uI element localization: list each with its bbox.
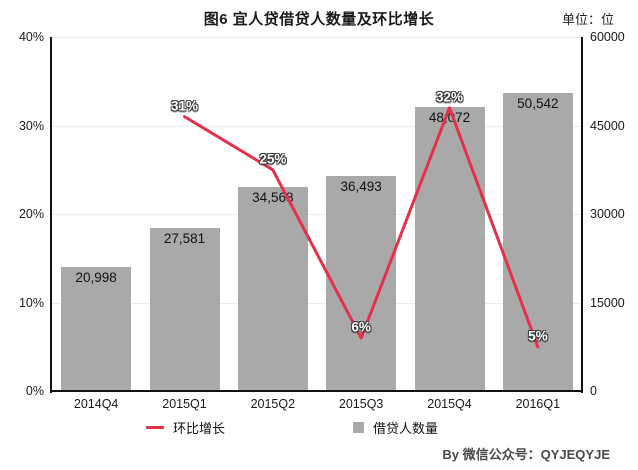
legend-item-growth: 环比增长	[146, 418, 225, 437]
bar: 34,568	[237, 187, 308, 391]
line-point-label: 6%	[351, 319, 371, 335]
y-axis-tick-label: 15000	[590, 295, 625, 310]
y-axis-left-line	[50, 37, 52, 393]
gridline	[52, 302, 582, 304]
y-axis-tick-label: 10%	[18, 295, 44, 310]
bar-value-label: 20,998	[75, 270, 117, 286]
bar-series-marker-icon	[353, 422, 365, 433]
line-point-label: 25%	[259, 151, 287, 167]
bar-value-label: 34,568	[252, 190, 294, 206]
bar: 36,493	[326, 175, 397, 391]
line-point-label: 31%	[170, 98, 199, 114]
bar: 20,998	[61, 267, 132, 391]
x-axis-line	[50, 390, 583, 392]
bar-value-label: 36,493	[340, 178, 382, 194]
x-axis-tick-label: 2016Q1	[515, 397, 561, 411]
bar: 48,072	[414, 107, 485, 391]
line-series-marker-icon	[146, 426, 164, 429]
y-axis-tick-label: 45000	[590, 118, 625, 133]
gridline	[52, 37, 582, 38]
x-axis-tick-label: 2015Q4	[427, 397, 472, 411]
bar: 27,581	[149, 228, 220, 391]
plot-area: 20,998 27,581 34,568 36,493 48,072 50,542 31%…	[52, 37, 582, 391]
bar-value-label: 50,542	[517, 95, 559, 111]
y-axis-tick-label: 40%	[18, 30, 44, 44]
legend-item-borrowers: 借贷人数量	[353, 418, 438, 437]
bar: 50,542	[502, 92, 573, 391]
gridline	[52, 125, 582, 127]
bar-value-label: 27,581	[163, 231, 206, 247]
x-axis-tick-label: 2015Q3	[338, 397, 384, 411]
y-axis-right-line	[581, 37, 583, 393]
chart-title: 图6 宜人贷借贷人数量及环比增长	[203, 11, 435, 28]
y-axis-tick-label: 0	[590, 384, 597, 398]
watermark-credit: By 微信公众号：QYJEQYJE	[442, 447, 610, 462]
y-axis-tick-label: 20%	[18, 207, 44, 221]
legend: 环比增长 借贷人数量	[146, 418, 438, 437]
bar-value-label: 48,072	[428, 110, 471, 126]
legend-bar-label: 借贷人数量	[373, 421, 439, 436]
gridline	[52, 214, 582, 215]
y-axis-tick-label: 0%	[25, 384, 44, 398]
y-axis-tick-label: 60000	[590, 30, 625, 44]
growth-line	[183, 106, 540, 349]
line-point-label: 32%	[435, 89, 464, 105]
y-axis-tick-label: 30000	[590, 207, 625, 221]
x-axis-tick-label: 2015Q1	[162, 397, 207, 411]
legend-line-label: 环比增长	[173, 421, 226, 436]
line-series	[183, 106, 540, 349]
line-point-label: 5%	[528, 328, 548, 344]
unit-label: 单位：位	[561, 12, 614, 27]
x-axis-tick-label: 2015Q2	[250, 397, 296, 411]
x-axis-tick-label: 2014Q4	[73, 397, 119, 411]
y-axis-tick-label: 30%	[18, 118, 44, 133]
